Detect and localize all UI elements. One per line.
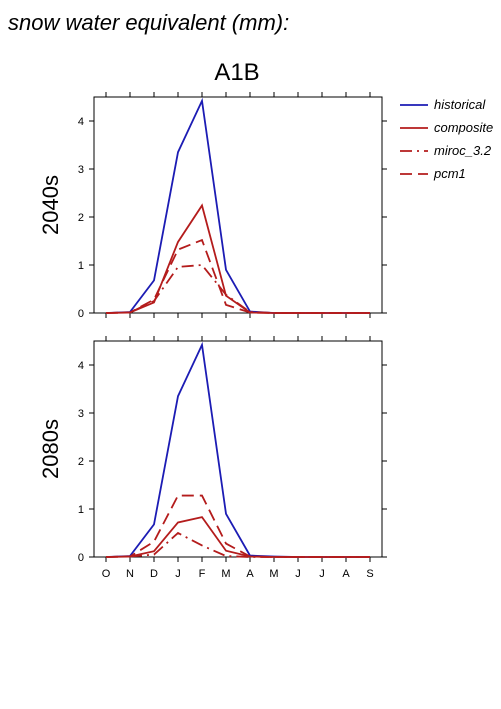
y-tick-label: 3 xyxy=(78,164,84,176)
y-tick-label: 1 xyxy=(78,260,84,272)
legend-label-miroc: miroc_3.2 xyxy=(434,143,492,158)
panels-group: 0 1 2 3 4 2040s 0 1 2 3 4 O N D J F M A M J J A S 2080s xyxy=(38,92,387,580)
chart-title: A1B xyxy=(214,59,259,86)
y-tick-label: 4 xyxy=(78,360,84,372)
y-axis-label: 2080s xyxy=(38,419,63,479)
series-line-miroc-3-2 xyxy=(105,531,370,558)
x-tick-label: M xyxy=(221,568,230,580)
plot-frame xyxy=(93,340,383,558)
series-line-pcm1 xyxy=(105,238,370,314)
x-tick-label: J xyxy=(295,568,301,580)
series-line-miroc-3-2 xyxy=(105,264,370,314)
x-tick-label: J xyxy=(175,568,181,580)
y-tick-label: 2 xyxy=(78,456,84,468)
y-tick-label: 1 xyxy=(78,504,84,516)
legend-label-composite: composite xyxy=(434,120,493,135)
figure-heading: snow water equivalent (mm): xyxy=(8,10,289,35)
plot-frame xyxy=(93,96,383,314)
panel-2080s: 0 1 2 3 4 O N D J F M A M J J A S 2080s xyxy=(38,336,387,580)
legend: historical composite miroc_3.2 pcm1 xyxy=(400,97,493,181)
x-tick-label: N xyxy=(126,568,134,580)
legend-label-historical: historical xyxy=(434,97,486,112)
series-line-historical xyxy=(105,341,370,558)
x-tick-label: F xyxy=(199,568,206,580)
series-line-composite xyxy=(105,516,370,558)
series-line-historical xyxy=(105,97,370,314)
x-tick-label: O xyxy=(102,568,111,580)
y-axis-label: 2040s xyxy=(38,175,63,235)
y-tick-label: 3 xyxy=(78,408,84,420)
panel-2040s: 0 1 2 3 4 2040s xyxy=(38,92,387,320)
x-tick-label: D xyxy=(150,568,158,580)
legend-label-pcm1: pcm1 xyxy=(433,166,466,181)
x-tick-label: M xyxy=(269,568,278,580)
y-tick-label: 0 xyxy=(78,552,84,564)
x-tick-label: S xyxy=(366,568,373,580)
series-line-pcm1 xyxy=(105,494,370,558)
x-tick-label: A xyxy=(342,568,350,580)
series-line-composite xyxy=(105,203,370,314)
x-tick-label: A xyxy=(246,568,254,580)
y-tick-label: 0 xyxy=(78,308,84,320)
y-tick-label: 4 xyxy=(78,116,84,128)
y-tick-label: 2 xyxy=(78,212,84,224)
x-tick-label: J xyxy=(319,568,325,580)
